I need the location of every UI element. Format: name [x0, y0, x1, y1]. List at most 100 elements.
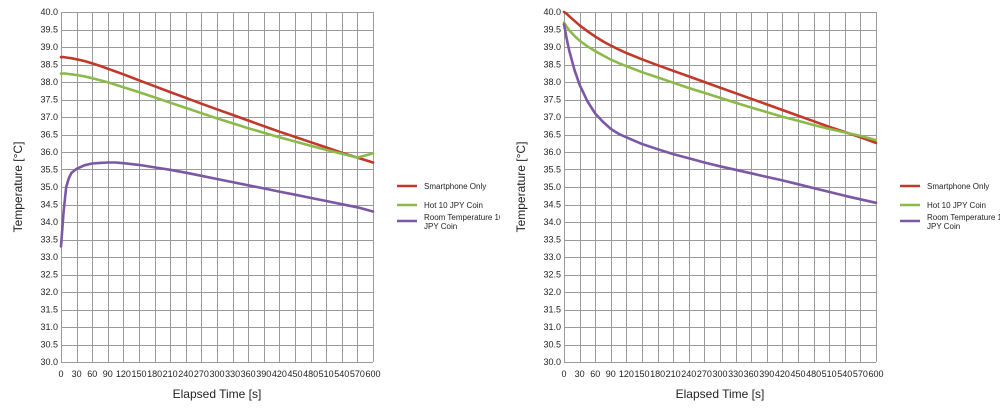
x-tick-label: 600 [868, 369, 883, 379]
y-axis-title: Temperature [°C] [514, 142, 528, 233]
legend-label: Smartphone Only [424, 182, 486, 191]
x-tick-label: 270 [194, 369, 209, 379]
y-tick-label: 38.0 [543, 77, 561, 87]
x-tick-label: 0 [561, 369, 566, 379]
chart-svg: 30.0 30.5 31.0 31.5 32.0 32.5 33.0 33.5 34.0 34.5… [514, 7, 1000, 401]
y-tick-label: 38.5 [543, 60, 561, 70]
x-tick-label: 540 [334, 369, 349, 379]
x-tick-label: 60 [590, 369, 600, 379]
series-line-3 [562, 22, 878, 205]
x-tick-label: 30 [575, 369, 585, 379]
x-tick-label: 420 [775, 369, 790, 379]
y-axis-title: Temperature [°C] [11, 142, 25, 233]
legend-label: Room Temperature 10 JPY Coin [424, 213, 500, 231]
series-line-2 [562, 21, 878, 142]
y-tick-label: 38.5 [40, 60, 58, 70]
y-tick-label: 30.5 [543, 340, 561, 350]
y-tick-label: 33.0 [40, 252, 58, 262]
x-tick-label: 570 [350, 369, 365, 379]
x-tick-label: 210 [666, 369, 681, 379]
x-tick-label: 120 [619, 369, 634, 379]
legend-label: Smartphone Only [927, 182, 989, 191]
y-tick-label: 39.5 [40, 25, 58, 35]
x-tick-label: 150 [131, 369, 146, 379]
x-tick-label: 210 [163, 369, 178, 379]
x-tick-label: 390 [759, 369, 774, 379]
legend-label: Hot 10 JPY Coin [927, 201, 986, 210]
y-tick-label: 36.5 [40, 130, 58, 140]
y-tick-label: 40.0 [543, 7, 561, 17]
y-tick-label: 37.5 [40, 95, 58, 105]
y-tick-label: 39.0 [40, 42, 58, 52]
y-tick-label: 35.5 [40, 165, 58, 175]
y-tick-label: 37.0 [543, 112, 561, 122]
x-tick-label: 270 [697, 369, 712, 379]
y-tick-label: 31.0 [543, 322, 561, 332]
gridlines [564, 12, 877, 363]
x-axis-title: Elapsed Time [s] [676, 387, 765, 401]
x-tick-label: 510 [822, 369, 837, 379]
y-tick-label: 35.0 [543, 182, 561, 192]
y-tick-label: 36.0 [40, 147, 58, 157]
y-tick-label: 36.0 [543, 147, 561, 157]
y-tick-label: 31.5 [40, 305, 58, 315]
y-tick-label: 38.0 [40, 77, 58, 87]
x-axis-title: Elapsed Time [s] [173, 387, 262, 401]
chart-svg: 30.0 30.5 31.0 31.5 32.0 32.5 33.0 33.5 34.0 34.5… [11, 7, 500, 401]
x-tick-label: 480 [303, 369, 318, 379]
series-line-2 [59, 72, 375, 159]
x-tick-label: 180 [147, 369, 162, 379]
x-tick-label: 60 [87, 369, 97, 379]
x-tick-label: 240 [178, 369, 193, 379]
x-tick-label: 360 [241, 369, 256, 379]
legend-label: Room Temperature 10 JPY Coin [927, 213, 1000, 231]
x-tick-label: 330 [225, 369, 240, 379]
series-line-3 [59, 161, 375, 248]
series-line-1 [562, 10, 878, 145]
legend: Smartphone Only Hot 10 JPY Coin Room Tempe… [397, 182, 500, 231]
y-tick-label: 39.5 [543, 25, 561, 35]
chart-right: 30.0 30.5 31.0 31.5 32.0 32.5 33.0 33.5 34.0 34.5… [503, 0, 1000, 411]
y-tick-label: 39.0 [543, 42, 561, 52]
y-tick-label: 32.5 [543, 270, 561, 280]
x-tick-label: 600 [365, 369, 380, 379]
x-tick-label: 480 [806, 369, 821, 379]
x-tick-label: 330 [728, 369, 743, 379]
y-tick-label: 35.5 [543, 165, 561, 175]
y-tick-label: 37.0 [40, 112, 58, 122]
y-tick-label: 30.0 [40, 357, 58, 367]
y-tick-label: 36.5 [543, 130, 561, 140]
x-tick-label: 240 [681, 369, 696, 379]
y-tick-label: 40.0 [40, 7, 58, 17]
y-tick-label: 32.0 [40, 287, 58, 297]
chart-left: 30.0 30.5 31.0 31.5 32.0 32.5 33.0 33.5 34.0 34.5… [11, 7, 500, 401]
y-tick-label: 33.5 [543, 235, 561, 245]
y-tick-label: 34.0 [40, 217, 58, 227]
y-tick-label: 34.5 [40, 200, 58, 210]
x-tick-label: 540 [837, 369, 852, 379]
x-tick-label: 300 [209, 369, 224, 379]
y-tick-label: 32.0 [543, 287, 561, 297]
y-tick-label: 34.5 [543, 200, 561, 210]
y-tick-label: 30.0 [543, 357, 561, 367]
gridlines [61, 12, 374, 363]
y-tick-label: 33.0 [543, 252, 561, 262]
y-tick-label: 37.5 [543, 95, 561, 105]
y-tick-label: 32.5 [40, 270, 58, 280]
y-tick-label: 33.5 [40, 235, 58, 245]
x-tick-label: 150 [634, 369, 649, 379]
x-tick-label: 180 [650, 369, 665, 379]
x-tick-label: 90 [606, 369, 616, 379]
x-tick-label: 420 [272, 369, 287, 379]
x-tick-label: 360 [744, 369, 759, 379]
x-tick-label: 570 [853, 369, 868, 379]
legend-label: Hot 10 JPY Coin [424, 201, 483, 210]
x-tick-label: 0 [58, 369, 63, 379]
y-tick-label: 30.5 [40, 340, 58, 350]
x-tick-label: 390 [256, 369, 271, 379]
y-tick-label: 34.0 [543, 217, 561, 227]
x-tick-label: 300 [712, 369, 727, 379]
y-tick-label: 31.0 [40, 322, 58, 332]
series-line-1 [59, 55, 375, 164]
legend: Smartphone Only Hot 10 JPY Coin Room Tempe… [900, 182, 1000, 231]
